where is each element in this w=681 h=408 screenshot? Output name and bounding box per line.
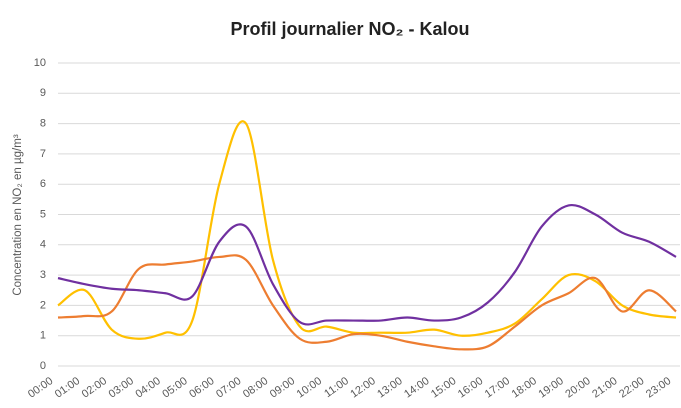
y-tick-label: 10 bbox=[34, 57, 46, 69]
x-tick-label: 03:00 bbox=[107, 375, 136, 401]
x-tick-label: 11:00 bbox=[322, 375, 351, 400]
x-tick-label: 19:00 bbox=[536, 375, 565, 401]
x-tick-label: 09:00 bbox=[268, 375, 297, 401]
y-tick-label: 5 bbox=[40, 208, 46, 220]
x-tick-label: 15:00 bbox=[429, 375, 458, 401]
y-tick-label: 9 bbox=[40, 87, 46, 99]
x-tick-label: 10:00 bbox=[295, 375, 324, 401]
x-tick-label: 22:00 bbox=[617, 375, 646, 401]
x-tick-label: 21:00 bbox=[590, 375, 619, 401]
y-tick-label: 0 bbox=[40, 360, 46, 372]
x-tick-label: 05:00 bbox=[160, 375, 189, 401]
x-tick-label: 02:00 bbox=[80, 375, 109, 401]
x-tick-label: 23:00 bbox=[644, 375, 673, 401]
x-tick-label: 07:00 bbox=[214, 375, 243, 401]
x-tick-label: 04:00 bbox=[133, 375, 162, 401]
x-tick-label: 12:00 bbox=[348, 375, 377, 401]
line-series bbox=[57, 203, 677, 326]
x-tick-label: 13:00 bbox=[375, 375, 404, 401]
y-axis-title: Concentration en NO₂ en µg/m³ bbox=[12, 134, 24, 295]
x-tick-label: 20:00 bbox=[563, 375, 592, 401]
x-tick-label: 01:00 bbox=[53, 375, 82, 401]
chart-title: Profil journalier NO₂ - Kalou bbox=[230, 19, 469, 39]
x-tick-label: 16:00 bbox=[456, 375, 485, 401]
y-tick-label: 7 bbox=[40, 148, 46, 160]
y-tick-label: 8 bbox=[40, 118, 46, 130]
y-tick-label: 4 bbox=[40, 239, 46, 251]
y-tick-label: 2 bbox=[40, 299, 46, 311]
x-tick-label: 14:00 bbox=[402, 375, 431, 401]
x-tick-label: 06:00 bbox=[187, 375, 216, 401]
x-tick-label: 17:00 bbox=[483, 375, 512, 401]
y-tick-label: 3 bbox=[40, 269, 46, 281]
x-tick-label: 18:00 bbox=[510, 375, 539, 401]
line-series bbox=[57, 120, 677, 340]
y-tick-label: 6 bbox=[40, 178, 46, 190]
x-tick-label: 08:00 bbox=[241, 375, 270, 401]
x-tick-label: 00:00 bbox=[26, 375, 55, 401]
line-series bbox=[57, 254, 677, 351]
y-tick-label: 1 bbox=[40, 330, 46, 342]
